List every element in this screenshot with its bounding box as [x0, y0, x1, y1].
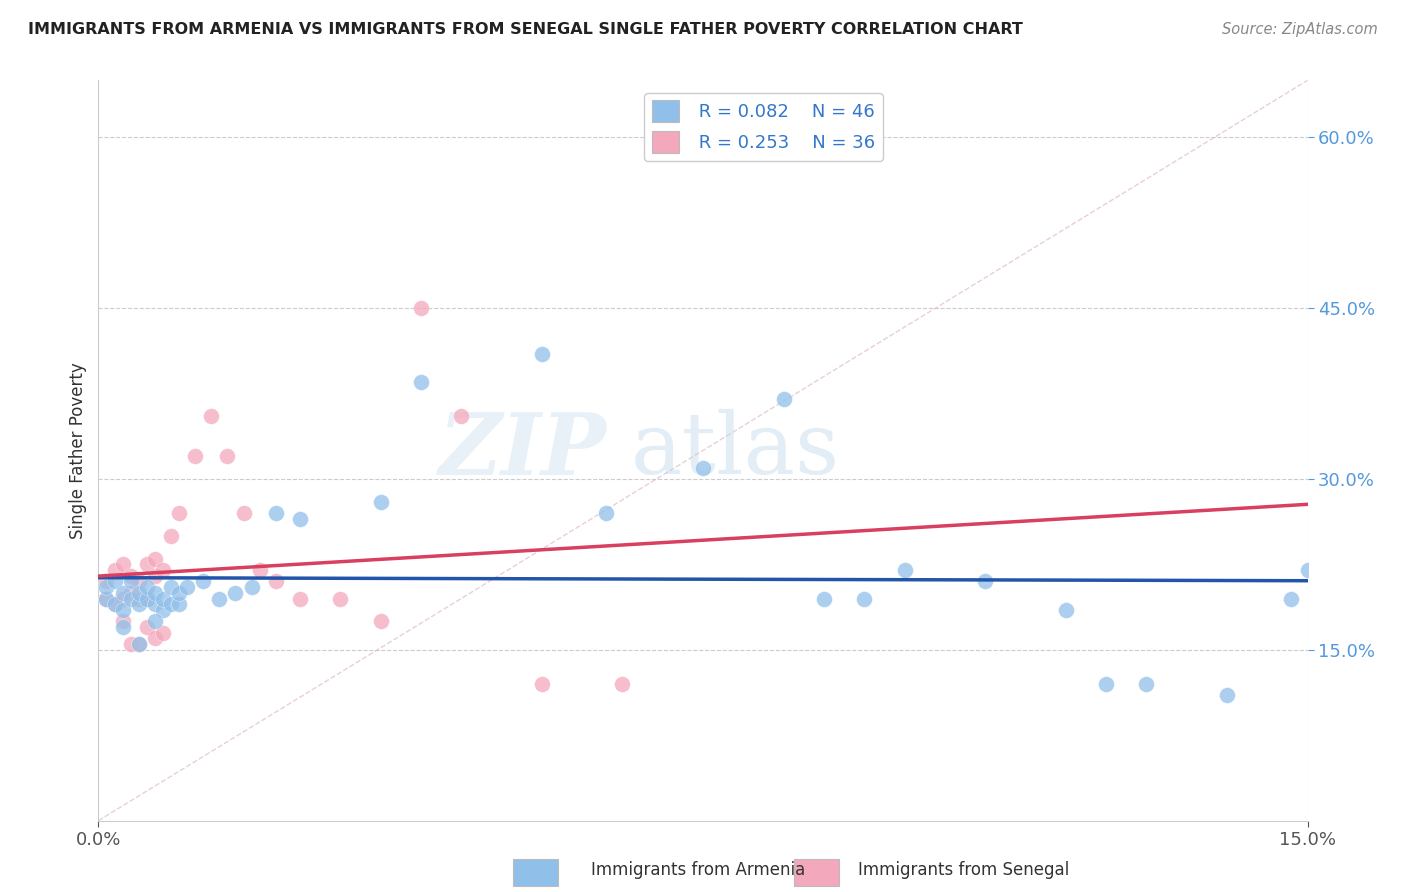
Point — [167, 586, 190, 600]
Point — [692, 460, 714, 475]
Point — [232, 506, 254, 520]
Text: atlas: atlas — [630, 409, 839, 492]
Point — [143, 586, 166, 600]
Point — [135, 620, 157, 634]
Point — [111, 558, 134, 572]
Point — [103, 563, 125, 577]
Point — [111, 586, 134, 600]
Y-axis label: Single Father Poverty: Single Father Poverty — [69, 362, 87, 539]
Text: Source: ZipAtlas.com: Source: ZipAtlas.com — [1222, 22, 1378, 37]
Point — [111, 615, 134, 629]
Point — [208, 591, 231, 606]
Point — [224, 586, 246, 600]
Text: IMMIGRANTS FROM ARMENIA VS IMMIGRANTS FROM SENEGAL SINGLE FATHER POVERTY CORRELA: IMMIGRANTS FROM ARMENIA VS IMMIGRANTS FR… — [28, 22, 1024, 37]
Point — [974, 574, 997, 589]
Point — [128, 586, 150, 600]
Point — [135, 591, 157, 606]
Point — [288, 591, 311, 606]
Text: Immigrants from Senegal: Immigrants from Senegal — [858, 861, 1069, 879]
Point — [853, 591, 876, 606]
Point — [96, 574, 118, 589]
Point — [135, 580, 157, 594]
Point — [143, 615, 166, 629]
Point — [135, 591, 157, 606]
Point — [152, 591, 174, 606]
Point — [595, 506, 617, 520]
Point — [160, 580, 183, 594]
Point — [96, 591, 118, 606]
Point — [111, 591, 134, 606]
Point — [176, 580, 198, 594]
Point — [135, 558, 157, 572]
Point — [288, 512, 311, 526]
Point — [160, 597, 183, 611]
Point — [128, 637, 150, 651]
Point — [103, 574, 125, 589]
Point — [152, 625, 174, 640]
Point — [111, 603, 134, 617]
Point — [264, 506, 287, 520]
Point — [160, 529, 183, 543]
Point — [329, 591, 352, 606]
Point — [120, 591, 142, 606]
Point — [370, 494, 392, 508]
Point — [120, 574, 142, 589]
Point — [120, 586, 142, 600]
Point — [96, 580, 118, 594]
Point — [152, 603, 174, 617]
Point — [167, 506, 190, 520]
Point — [772, 392, 794, 407]
Point — [530, 677, 553, 691]
Text: Immigrants from Armenia: Immigrants from Armenia — [591, 861, 804, 879]
Point — [103, 597, 125, 611]
Point — [96, 591, 118, 606]
Text: ZIP: ZIP — [439, 409, 606, 492]
Point — [813, 591, 835, 606]
Point — [893, 563, 915, 577]
Point — [1216, 689, 1239, 703]
Point — [120, 568, 142, 582]
Point — [143, 551, 166, 566]
Point — [249, 563, 271, 577]
Point — [264, 574, 287, 589]
Point — [1281, 591, 1303, 606]
Point — [530, 346, 553, 360]
Point — [193, 574, 215, 589]
Point — [217, 449, 239, 463]
Point — [450, 409, 472, 424]
Point — [1054, 603, 1077, 617]
Point — [143, 632, 166, 646]
Point — [128, 591, 150, 606]
Point — [370, 615, 392, 629]
Point — [1095, 677, 1118, 691]
Point — [120, 637, 142, 651]
Point — [152, 563, 174, 577]
Point — [143, 597, 166, 611]
Point — [128, 597, 150, 611]
Point — [167, 597, 190, 611]
Point — [612, 677, 634, 691]
Point — [200, 409, 222, 424]
Point — [143, 568, 166, 582]
Point — [409, 375, 432, 389]
Point — [103, 597, 125, 611]
Point — [128, 637, 150, 651]
Point — [1296, 563, 1319, 577]
Point — [184, 449, 207, 463]
Legend:  R = 0.082    N = 46,  R = 0.253    N = 36: R = 0.082 N = 46, R = 0.253 N = 36 — [644, 93, 883, 161]
Point — [240, 580, 263, 594]
Point — [111, 620, 134, 634]
Point — [1135, 677, 1157, 691]
Point — [128, 574, 150, 589]
Point — [409, 301, 432, 315]
